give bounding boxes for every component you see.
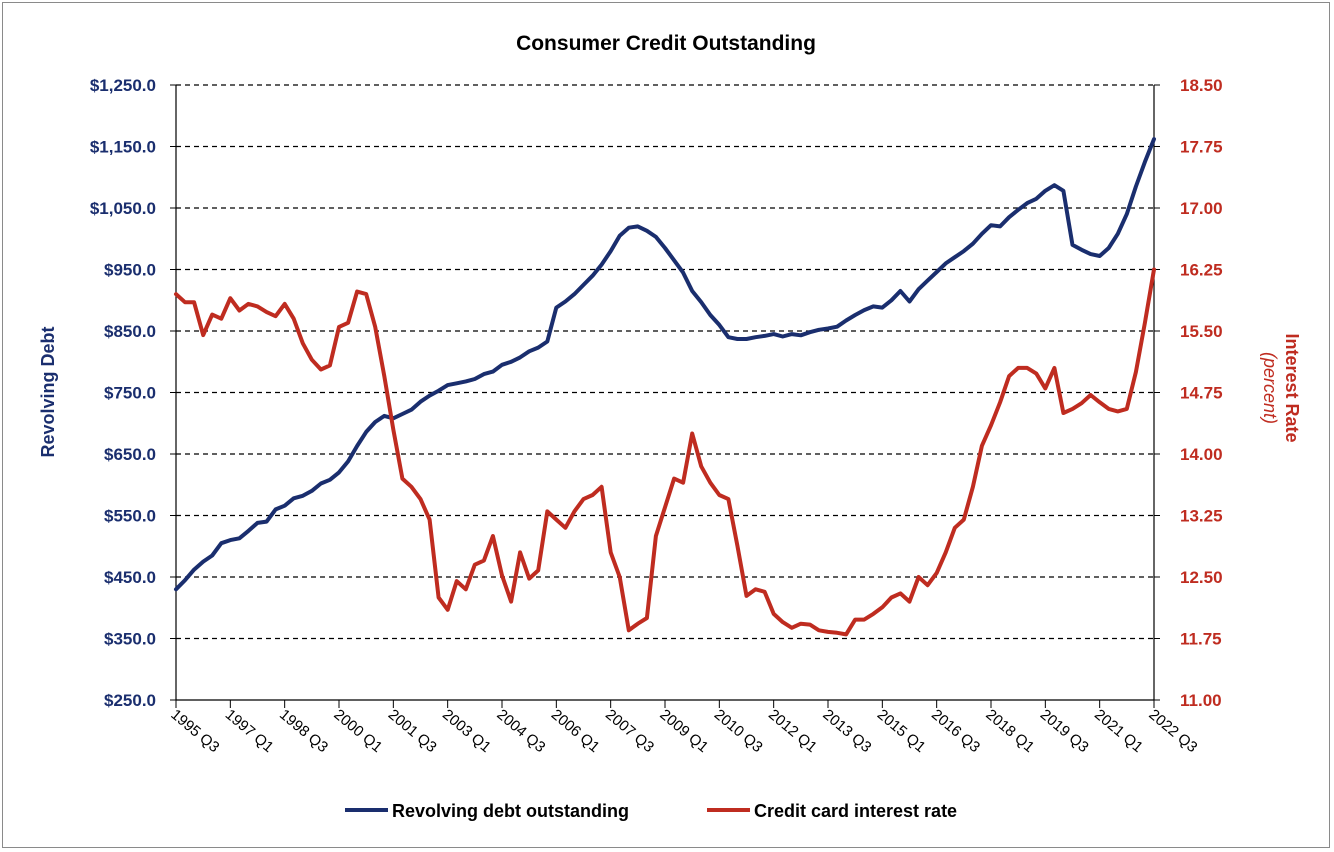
x-tick-label: 2015 Q1 — [874, 706, 929, 756]
y-right-tick-label: 14.75 — [1180, 384, 1223, 403]
y-axis-left-label: Revolving Debt — [38, 326, 58, 457]
x-tick-label: 2021 Q1 — [1091, 706, 1146, 756]
y-left-tick-label: $1,150.0 — [90, 138, 156, 157]
x-tick-label: 2013 Q3 — [819, 706, 874, 756]
x-tick-label: 2019 Q3 — [1037, 706, 1092, 756]
legend: Revolving debt outstanding Credit card i… — [345, 801, 957, 821]
legend-label-revolving-debt: Revolving debt outstanding — [392, 801, 629, 821]
x-tick-label: 2018 Q1 — [982, 706, 1037, 756]
y-right-tick-label: 14.00 — [1180, 445, 1223, 464]
chart-title: Consumer Credit Outstanding — [516, 32, 816, 55]
x-tick-label: 2003 Q1 — [439, 706, 494, 756]
x-tick-label: 2016 Q3 — [928, 706, 983, 756]
x-tick-label: 2001 Q3 — [385, 706, 440, 756]
x-tick-label: 2007 Q3 — [602, 706, 657, 756]
y-axis-right-label: Interest Rate — [1282, 333, 1302, 442]
y-right-tick-label: 13.25 — [1180, 507, 1223, 526]
x-tick-label: 1998 Q3 — [276, 706, 331, 756]
x-tick-label: 2006 Q1 — [548, 706, 603, 756]
x-tick-label: 1995 Q3 — [167, 706, 222, 756]
y-right-tick-label: 17.00 — [1180, 199, 1223, 218]
y-right-tick-label: 15.50 — [1180, 322, 1223, 341]
y-axis-right-unit: (percent) — [1260, 352, 1280, 424]
y-left-tick-label: $950.0 — [104, 261, 156, 280]
y-left-tick-label: $350.0 — [104, 630, 156, 649]
y-right-tick-label: 16.25 — [1180, 261, 1223, 280]
gridlines — [176, 84, 1154, 640]
axes — [170, 84, 1160, 708]
y-left-tick-label: $650.0 — [104, 445, 156, 464]
y-left-tick-label: $250.0 — [104, 691, 156, 710]
right-axis-ticks: 11.00 11.75 12.50 13.25 14.00 14.75 15.50 16.25… — [1180, 76, 1223, 710]
y-left-tick-label: $750.0 — [104, 384, 156, 403]
y-right-tick-label: 17.75 — [1180, 138, 1223, 157]
y-right-tick-label: 11.00 — [1180, 691, 1222, 710]
y-left-tick-label: $550.0 — [104, 507, 156, 526]
y-right-tick-label: 11.75 — [1180, 630, 1222, 649]
y-left-tick-label: $1,050.0 — [90, 199, 156, 218]
y-right-tick-label: 12.50 — [1180, 568, 1223, 587]
series-line-revolving-debt — [174, 137, 1156, 592]
x-axis-ticks: 1995 Q3 1997 Q1 1998 Q3 2000 Q1 2001 Q3 2003 … — [167, 706, 1200, 756]
x-tick-label: 1997 Q1 — [222, 706, 277, 756]
x-tick-label: 2010 Q3 — [711, 706, 766, 756]
x-tick-label: 2022 Q3 — [1145, 706, 1200, 756]
y-left-tick-label: $1,250.0 — [90, 76, 156, 95]
y-left-tick-label: $850.0 — [104, 322, 156, 341]
legend-label-interest-rate: Credit card interest rate — [754, 801, 957, 821]
x-tick-label: 2004 Q3 — [493, 706, 548, 756]
x-tick-label: 2000 Q1 — [330, 706, 385, 756]
y-left-tick-label: $450.0 — [104, 568, 156, 587]
y-right-tick-label: 18.50 — [1180, 76, 1223, 95]
series-line-interest-rate — [174, 267, 1156, 637]
series-lines — [174, 137, 1156, 637]
x-tick-label: 2012 Q1 — [765, 706, 820, 756]
left-axis-ticks: $250.0 $350.0 $450.0 $550.0 $650.0 $750.0 $850… — [90, 76, 156, 710]
x-tick-label: 2009 Q1 — [656, 706, 711, 756]
